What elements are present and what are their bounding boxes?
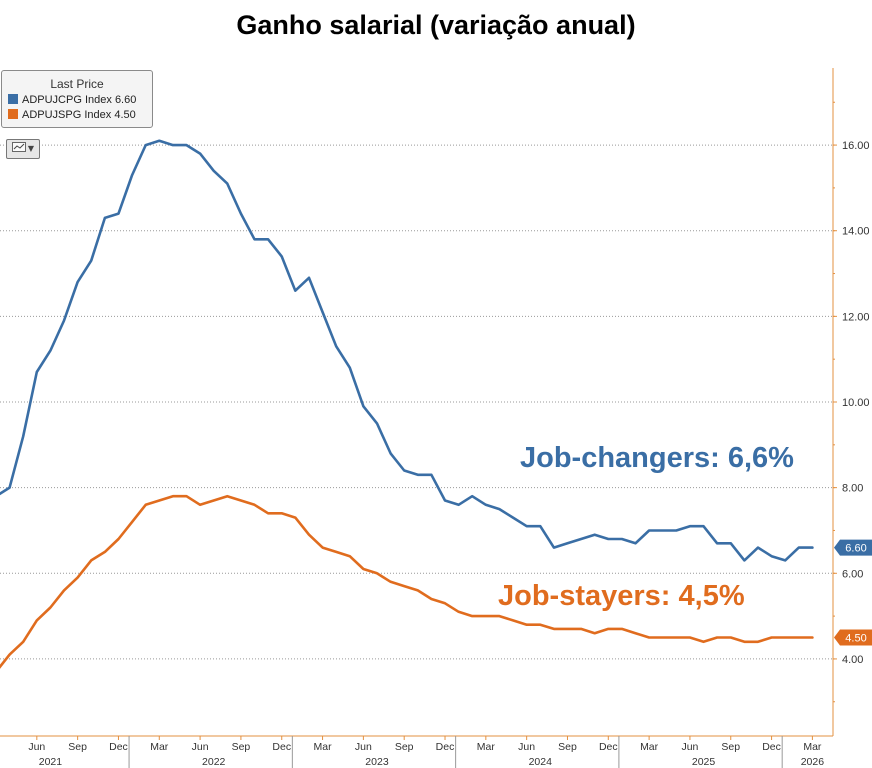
- x-axis: Jun Sep Dec Mar Jun Sep Dec Mar Jun Sep Dec Mar Jun S…: [0, 735, 833, 768]
- x-tick-label: Mar: [803, 741, 822, 753]
- x-tick-label: Dec: [109, 741, 128, 753]
- x-tick-label: Jun: [518, 741, 535, 753]
- last-value-label: 6.60: [845, 543, 866, 555]
- y-axis: 4.00 6.00 8.00 10.00 12.00 14.00 16.00: [832, 68, 870, 736]
- legend-label-changers: ADPUJCPG Index: [22, 94, 112, 106]
- last-value-label: 4.50: [845, 633, 866, 645]
- chart-title: Ganho salarial (variação anual): [236, 10, 636, 40]
- x-tick-label: Sep: [558, 741, 577, 753]
- x-tick-label: Jun: [192, 741, 209, 753]
- series-line-job-changers: [0, 139, 814, 562]
- legend-swatch-stayers: [8, 109, 18, 119]
- y-tick-label: 14.00: [842, 226, 870, 238]
- x-year-label: 2024: [529, 756, 553, 768]
- x-year-label: 2021: [39, 756, 63, 768]
- legend-label-stayers: ADPUJSPG Index: [22, 109, 112, 121]
- series-line-job-stayers: [0, 494, 814, 669]
- x-tick-label: Mar: [314, 741, 333, 753]
- last-value-tag: [834, 539, 872, 556]
- x-tick-label: Jun: [681, 741, 698, 753]
- legend-value-stayers: 4.50: [114, 109, 136, 121]
- series-lines: [0, 139, 814, 669]
- annotation-job-changers: Job-changers: 6,6%: [520, 442, 794, 474]
- x-tick-label: Mar: [150, 741, 169, 753]
- x-tick-label: Jun: [355, 741, 372, 753]
- y-tick-label: 16.00: [842, 140, 870, 152]
- line-chart-icon: [11, 142, 26, 152]
- x-year-label: 2023: [365, 756, 389, 768]
- x-tick-label: Sep: [232, 741, 251, 753]
- chart-type-button[interactable]: ▼: [6, 139, 40, 159]
- legend-item-stayers[interactable]: ADPUJSPG Index 4.50: [8, 109, 136, 121]
- legend-swatch-changers: [8, 94, 18, 104]
- x-tick-label: Dec: [272, 741, 291, 753]
- legend[interactable]: Last Price ADPUJCPG Index 6.60 ADPUJSPG …: [1, 70, 153, 128]
- caret-down-icon: ▼: [27, 144, 35, 153]
- legend-header: Last Price: [50, 77, 104, 91]
- y-tick-label: 4.00: [842, 654, 863, 666]
- y-tick-label: 12.00: [842, 311, 870, 323]
- x-tick-label: Dec: [436, 741, 455, 753]
- x-year-label: 2022: [202, 756, 226, 768]
- y-tick-label: 8.00: [842, 483, 863, 495]
- legend-value-changers: 6.60: [114, 94, 137, 106]
- x-year-label: 2025: [692, 756, 716, 768]
- x-tick-label: Mar: [477, 741, 496, 753]
- x-tick-label: Dec: [599, 741, 618, 753]
- gridlines: [0, 144, 833, 660]
- y-tick-label: 6.00: [842, 568, 863, 580]
- y-tick-label: 10.00: [842, 397, 870, 409]
- last-value-tags: 6.60 4.50: [834, 539, 872, 646]
- x-tick-label: Dec: [762, 741, 781, 753]
- x-tick-label: Sep: [721, 741, 740, 753]
- legend-item-changers[interactable]: ADPUJCPG Index 6.60: [8, 94, 136, 106]
- x-year-label: 2026: [801, 756, 825, 768]
- x-tick-label: Jun: [28, 741, 45, 753]
- x-tick-label: Sep: [68, 741, 87, 753]
- x-tick-label: Sep: [395, 741, 414, 753]
- x-tick-label: Mar: [640, 741, 659, 753]
- annotation-job-stayers: Job-stayers: 4,5%: [498, 580, 745, 612]
- last-value-tag: [834, 629, 872, 646]
